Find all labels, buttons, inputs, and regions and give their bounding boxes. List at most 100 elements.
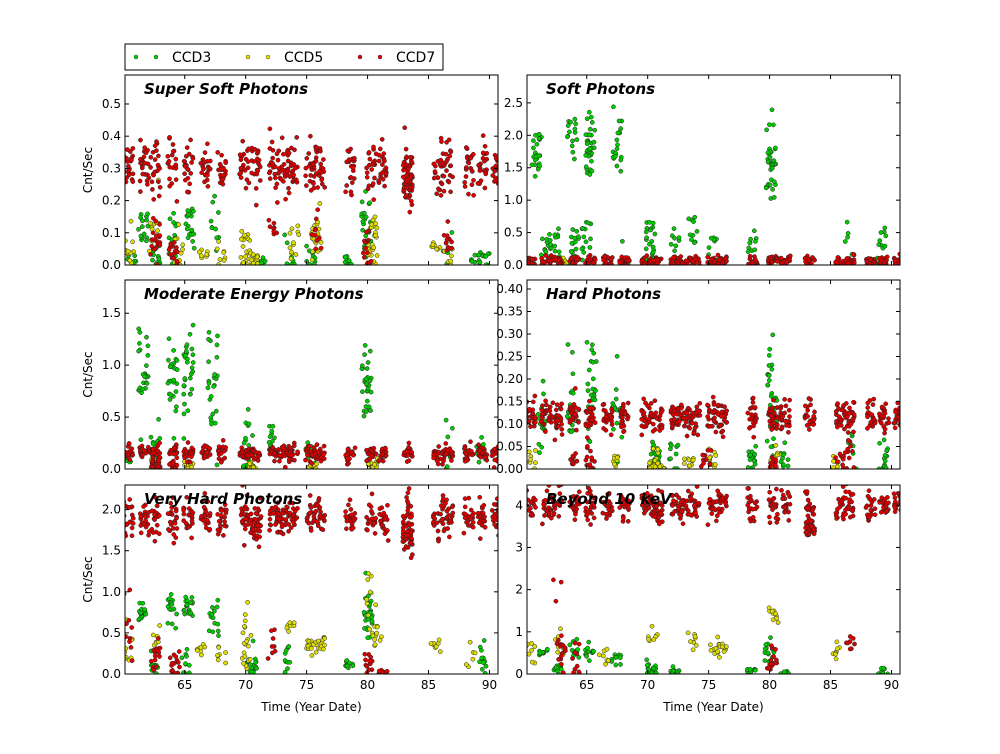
point-ccd3 bbox=[553, 249, 557, 253]
point-ccd7 bbox=[499, 161, 503, 165]
point-ccd7 bbox=[138, 157, 142, 161]
point-ccd5 bbox=[323, 636, 327, 640]
point-ccd7 bbox=[166, 527, 170, 531]
point-ccd7 bbox=[754, 416, 758, 420]
point-ccd7 bbox=[406, 450, 410, 454]
point-ccd7 bbox=[365, 166, 369, 170]
point-ccd3 bbox=[588, 127, 592, 131]
point-ccd7 bbox=[129, 158, 133, 162]
point-ccd7 bbox=[410, 450, 414, 454]
point-ccd3 bbox=[754, 444, 758, 448]
point-ccd5 bbox=[288, 246, 292, 250]
point-ccd3 bbox=[288, 660, 292, 664]
point-ccd7 bbox=[771, 398, 775, 402]
point-ccd3 bbox=[444, 418, 448, 422]
point-ccd7 bbox=[268, 517, 272, 521]
point-ccd7 bbox=[127, 640, 131, 644]
point-ccd7 bbox=[217, 445, 221, 449]
point-ccd3 bbox=[767, 353, 771, 357]
point-ccd3 bbox=[584, 153, 588, 157]
point-ccd3 bbox=[530, 163, 534, 167]
point-ccd7 bbox=[122, 514, 126, 518]
point-ccd7 bbox=[901, 417, 905, 421]
point-ccd7 bbox=[267, 218, 271, 222]
point-ccd3 bbox=[882, 438, 886, 442]
point-ccd7 bbox=[377, 153, 381, 157]
point-ccd7 bbox=[721, 429, 725, 433]
point-ccd7 bbox=[698, 413, 702, 417]
point-ccd5 bbox=[124, 646, 128, 650]
point-ccd7 bbox=[322, 444, 326, 448]
point-ccd3 bbox=[553, 244, 557, 248]
point-ccd7 bbox=[845, 415, 849, 419]
point-ccd3 bbox=[653, 232, 657, 236]
point-ccd3 bbox=[673, 249, 677, 253]
point-ccd5 bbox=[296, 224, 300, 228]
point-ccd5 bbox=[241, 244, 245, 248]
point-ccd7 bbox=[447, 513, 451, 517]
point-ccd3 bbox=[877, 243, 881, 247]
point-ccd3 bbox=[166, 604, 170, 608]
point-ccd7 bbox=[604, 428, 608, 432]
point-ccd7 bbox=[204, 510, 208, 514]
point-ccd5 bbox=[687, 458, 691, 462]
point-ccd3 bbox=[139, 234, 143, 238]
point-ccd5 bbox=[717, 655, 721, 659]
point-ccd5 bbox=[530, 648, 534, 652]
point-ccd7 bbox=[239, 158, 243, 162]
point-ccd7 bbox=[383, 184, 387, 188]
point-ccd7 bbox=[153, 539, 157, 543]
point-ccd7 bbox=[138, 138, 142, 142]
point-ccd7 bbox=[626, 401, 630, 405]
point-ccd3 bbox=[588, 133, 592, 137]
point-ccd7 bbox=[720, 410, 724, 414]
point-ccd7 bbox=[685, 411, 689, 415]
point-ccd7 bbox=[542, 513, 546, 517]
point-ccd3 bbox=[766, 651, 770, 655]
y-axis-label: Cnt/Sec bbox=[81, 147, 95, 193]
point-ccd7 bbox=[866, 406, 870, 410]
point-ccd7 bbox=[499, 154, 503, 158]
point-ccd3 bbox=[184, 349, 188, 353]
legend-marker-ccd7 bbox=[378, 55, 382, 59]
point-ccd7 bbox=[275, 182, 279, 186]
point-ccd7 bbox=[498, 161, 502, 165]
point-ccd7 bbox=[406, 167, 410, 171]
point-ccd7 bbox=[445, 509, 449, 513]
point-ccd7 bbox=[345, 160, 349, 164]
point-ccd7 bbox=[544, 403, 548, 407]
point-ccd7 bbox=[560, 402, 564, 406]
point-ccd7 bbox=[447, 535, 451, 539]
point-ccd7 bbox=[540, 404, 544, 408]
point-ccd7 bbox=[590, 418, 594, 422]
point-ccd5 bbox=[558, 627, 562, 631]
point-ccd7 bbox=[608, 262, 612, 266]
point-ccd7 bbox=[242, 512, 246, 516]
point-ccd5 bbox=[449, 259, 453, 263]
point-ccd7 bbox=[239, 176, 243, 180]
point-ccd7 bbox=[787, 424, 791, 428]
point-ccd3 bbox=[591, 360, 595, 364]
y-tick-label: 0.10 bbox=[496, 417, 523, 431]
point-ccd5 bbox=[248, 461, 252, 465]
point-ccd5 bbox=[434, 645, 438, 649]
point-ccd3 bbox=[141, 387, 145, 391]
point-ccd3 bbox=[878, 441, 882, 445]
point-ccd7 bbox=[158, 441, 162, 445]
point-ccd3 bbox=[587, 640, 591, 644]
point-ccd7 bbox=[651, 429, 655, 433]
point-ccd7 bbox=[407, 459, 411, 463]
point-ccd7 bbox=[304, 184, 308, 188]
point-ccd3 bbox=[879, 230, 883, 234]
point-ccd7 bbox=[345, 457, 349, 461]
point-ccd7 bbox=[155, 649, 159, 653]
point-ccd3 bbox=[368, 379, 372, 383]
point-ccd7 bbox=[346, 503, 350, 507]
point-ccd7 bbox=[150, 460, 154, 464]
point-ccd3 bbox=[568, 643, 572, 647]
point-ccd7 bbox=[381, 459, 385, 463]
point-ccd7 bbox=[130, 659, 134, 663]
point-ccd7 bbox=[314, 509, 318, 513]
point-ccd3 bbox=[140, 225, 144, 229]
point-ccd7 bbox=[401, 539, 405, 543]
